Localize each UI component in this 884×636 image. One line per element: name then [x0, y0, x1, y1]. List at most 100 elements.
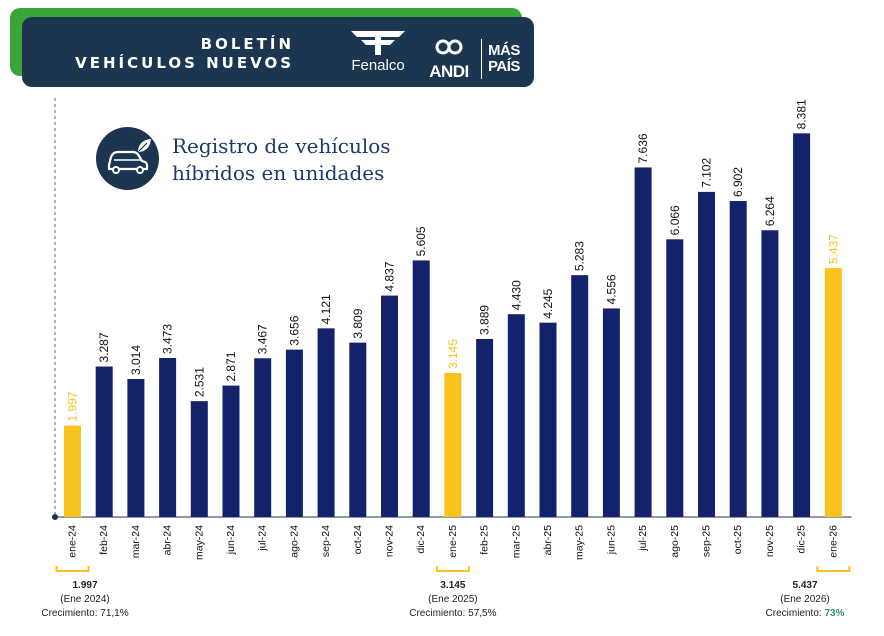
category-label-oct-25: oct-25	[732, 525, 744, 554]
bar-jul-24	[254, 358, 272, 517]
data-label-abr-24: 3.473	[161, 324, 175, 354]
note-growth-label: Crecimiento:	[409, 608, 469, 619]
note-period: (Ene 2026)	[780, 594, 830, 605]
mas-pais-logo: MÁS PAÍS	[488, 43, 534, 75]
bulletin-title: BOLETÍN VEHÍCULOS NUEVOS	[75, 35, 294, 73]
note-growth: Crecimiento: 57,5%	[378, 607, 528, 621]
note-value: 5.437	[792, 580, 818, 591]
data-label-ene-24: 1.997	[66, 391, 80, 421]
category-label-dic-24: dic-24	[415, 525, 427, 554]
category-label-sep-25: sep-25	[701, 525, 713, 557]
data-label-ene-26: 5.437	[826, 234, 840, 264]
category-label-ene-24: ene-24	[67, 525, 79, 558]
bar-may-24	[190, 401, 208, 517]
category-label-nov-25: nov-25	[764, 525, 776, 557]
bar-ago-25	[666, 239, 684, 517]
logo-divider	[481, 39, 482, 79]
andi-mark-icon	[435, 39, 463, 55]
data-label-oct-24: 3.809	[351, 308, 365, 338]
data-label-mar-24: 3.014	[129, 345, 143, 375]
bar-ene-26	[824, 268, 842, 517]
bar-ene-25	[444, 373, 462, 517]
bar-ene-24	[64, 425, 81, 517]
highlight-note-ene-26: 5.437 (Ene 2026) Crecimiento: 73%	[730, 579, 880, 621]
note-value: 3.145	[440, 580, 466, 591]
bulletin-title-line1: BOLETÍN	[200, 35, 294, 53]
category-label-dic-25: dic-25	[796, 525, 808, 554]
bar-sep-24	[317, 328, 335, 517]
category-label-ene-26: ene-26	[827, 525, 839, 558]
data-label-jun-25: 4.556	[604, 274, 618, 304]
mas-pais-logo-text: MÁS PAÍS	[488, 42, 520, 75]
category-label-abr-25: abr-25	[542, 525, 554, 556]
bar-jul-25	[634, 167, 652, 517]
category-label-feb-25: feb-25	[479, 525, 491, 555]
note-value: 1.997	[72, 580, 98, 591]
fenalco-mark-icon	[351, 31, 405, 55]
bar-feb-24	[95, 366, 113, 517]
category-label-nov-24: nov-24	[384, 525, 396, 557]
axis-origin-dot	[52, 514, 58, 520]
highlight-bracket-ene-24	[55, 566, 90, 572]
fenalco-logo: Fenalco	[342, 27, 414, 79]
chart-subtitle-line2: híbridos en unidades	[172, 161, 385, 185]
note-period: (Ene 2025)	[428, 594, 478, 605]
category-label-may-24: may-24	[193, 525, 205, 560]
data-label-nov-24: 4.837	[383, 261, 397, 291]
data-label-nov-25: 6.264	[763, 196, 777, 226]
data-label-sep-25: 7.102	[700, 158, 714, 188]
header-banner: BOLETÍN VEHÍCULOS NUEVOS Fenalco ANDI MÁ…	[22, 17, 534, 87]
bar-may-25	[571, 275, 589, 517]
andi-logo-text: ANDI	[429, 62, 469, 81]
category-label-jul-25: jul-25	[637, 525, 649, 552]
chart-subtitle-line1: Registro de vehículos	[172, 134, 391, 158]
category-label-mar-25: mar-25	[510, 525, 522, 558]
data-label-may-24: 2.531	[192, 367, 206, 397]
category-label-jun-25: jun-25	[605, 525, 617, 555]
bar-abr-24	[159, 358, 177, 517]
data-label-may-25: 5.283	[573, 241, 587, 271]
data-label-sep-24: 4.121	[319, 294, 333, 324]
note-growth-value: 57,5%	[468, 608, 497, 619]
fenalco-logo-text: Fenalco	[351, 57, 405, 74]
category-label-feb-24: feb-24	[98, 525, 110, 555]
category-label-ene-25: ene-25	[447, 525, 459, 558]
bar-jun-24	[222, 385, 240, 517]
highlight-bracket-ene-25	[435, 566, 470, 572]
hybrid-car-leaf-icon	[96, 127, 159, 190]
note-growth-value: 71,1%	[100, 608, 129, 619]
bar-oct-24	[349, 342, 367, 517]
bar-nov-24	[381, 295, 398, 517]
data-label-dic-24: 5.605	[414, 226, 428, 256]
bulletin-title-line2: VEHÍCULOS NUEVOS	[75, 54, 294, 72]
category-label-ago-25: ago-25	[669, 525, 681, 558]
note-growth-label: Crecimiento:	[41, 608, 101, 619]
bar-ago-24	[285, 349, 303, 517]
andi-logo: ANDI	[424, 39, 474, 82]
data-label-dic-25: 8.381	[795, 99, 809, 129]
note-growth-value: 73%	[824, 608, 845, 619]
bar-jun-25	[602, 308, 620, 517]
category-label-sep-24: sep-24	[320, 525, 332, 557]
category-label-mar-24: mar-24	[130, 525, 142, 558]
data-label-jul-25: 7.636	[636, 133, 650, 163]
category-label-abr-24: abr-24	[162, 525, 174, 556]
data-label-ago-25: 6.066	[668, 205, 682, 235]
bar-nov-25	[761, 230, 779, 518]
data-label-mar-25: 4.430	[509, 280, 523, 310]
bar-mar-25	[507, 314, 525, 517]
category-label-jul-24: jul-24	[257, 525, 269, 552]
data-label-abr-25: 4.245	[541, 288, 555, 318]
category-label-ago-24: ago-24	[288, 525, 300, 558]
category-label-oct-24: oct-24	[352, 525, 364, 554]
bar-dic-24	[412, 260, 430, 517]
highlight-note-ene-25: 3.145 (Ene 2025) Crecimiento: 57,5%	[378, 579, 528, 621]
category-label-may-25: may-25	[574, 525, 586, 560]
highlight-note-ene-24: 1.997 (Ene 2024) Crecimiento: 71,1%	[10, 579, 160, 621]
data-label-jun-24: 2.871	[224, 351, 238, 381]
category-label-jun-24: jun-24	[225, 525, 237, 555]
note-growth-label: Crecimiento:	[765, 608, 825, 619]
highlight-bracket-ene-26	[816, 566, 851, 572]
data-label-ene-25: 3.145	[446, 339, 460, 369]
